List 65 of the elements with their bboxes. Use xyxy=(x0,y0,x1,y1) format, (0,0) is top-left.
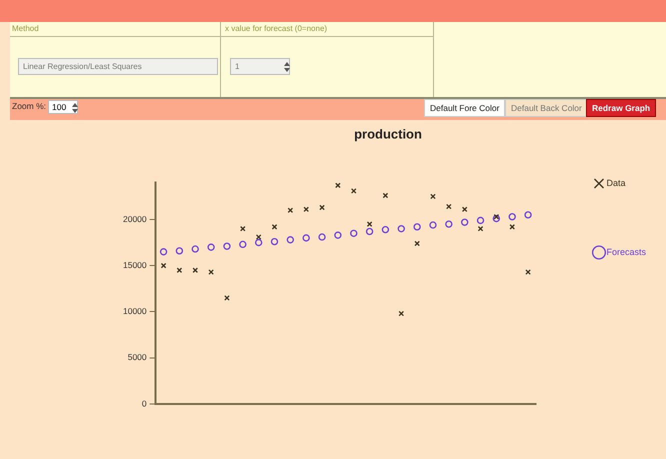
point xyxy=(192,267,198,274)
legend-label: Data xyxy=(606,178,626,188)
point xyxy=(176,247,184,255)
point xyxy=(350,188,357,194)
point xyxy=(335,182,341,188)
point xyxy=(492,214,500,222)
text: x value for forecast (0=none) xyxy=(225,24,328,33)
point xyxy=(302,234,310,242)
point xyxy=(160,262,166,268)
point xyxy=(208,269,214,275)
point xyxy=(255,238,262,246)
point xyxy=(414,240,420,246)
point xyxy=(445,220,452,228)
point xyxy=(240,226,246,232)
y-tick-label: 20000 xyxy=(122,214,147,224)
point xyxy=(272,224,278,230)
point xyxy=(509,224,515,230)
point xyxy=(366,221,372,227)
point xyxy=(462,206,468,212)
text: Zoom %: xyxy=(12,101,46,111)
legend-label: Forecasts xyxy=(606,246,646,257)
point xyxy=(382,192,388,198)
point xyxy=(476,216,484,224)
point xyxy=(350,230,358,237)
point xyxy=(223,242,231,250)
point xyxy=(382,226,390,234)
point xyxy=(494,214,500,220)
text: 100 xyxy=(48,100,78,114)
text: Redraw Graph xyxy=(586,99,656,117)
point xyxy=(286,236,294,244)
point xyxy=(288,208,294,214)
point xyxy=(160,248,168,256)
point xyxy=(176,267,182,274)
point xyxy=(239,240,246,248)
text: Method xyxy=(12,24,39,33)
point xyxy=(525,269,531,275)
point xyxy=(256,234,262,240)
text: 1 xyxy=(230,58,290,75)
point xyxy=(303,206,309,212)
point xyxy=(319,204,325,210)
point xyxy=(318,233,326,241)
text: Default Fore Color xyxy=(424,99,506,117)
point xyxy=(224,295,230,301)
y-tick-label: 5000 xyxy=(128,352,147,362)
text: Linear Regression/Least Squares xyxy=(18,58,218,75)
point xyxy=(398,225,405,232)
point xyxy=(429,221,437,229)
y-tick-label: 15000 xyxy=(122,260,147,270)
point xyxy=(478,226,484,232)
point xyxy=(446,204,452,210)
y-tick-label: 0 xyxy=(142,398,147,408)
chart-title: production xyxy=(354,126,422,142)
point xyxy=(398,310,404,316)
point xyxy=(461,218,468,226)
point xyxy=(270,238,278,246)
point xyxy=(207,244,215,251)
point xyxy=(334,232,342,239)
point xyxy=(192,245,199,253)
point xyxy=(366,228,374,236)
y-tick-label: 10000 xyxy=(122,306,147,316)
point xyxy=(413,223,421,231)
point xyxy=(508,213,516,220)
text: Default Back Color xyxy=(505,99,588,117)
point xyxy=(524,211,532,219)
point xyxy=(430,194,436,200)
